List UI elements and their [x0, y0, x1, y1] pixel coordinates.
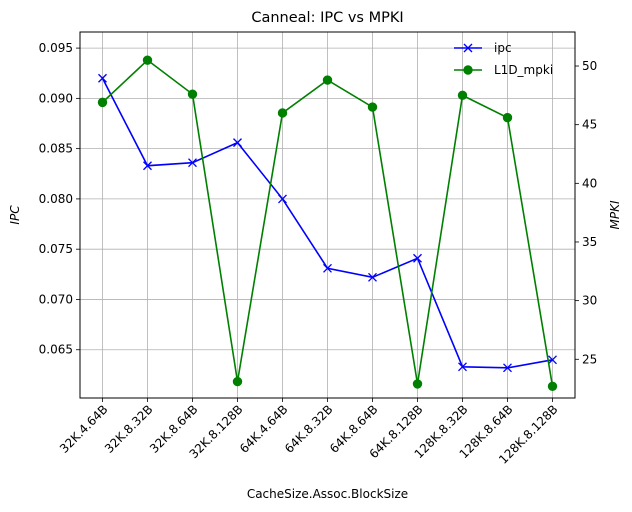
- right-axis: 25 30 35 40 45 50: [575, 59, 597, 366]
- legend-item-ipc: ipc: [454, 41, 512, 55]
- data-point-l1d-mpki: [277, 108, 288, 118]
- y-tick-label-left: 0.080: [39, 192, 73, 206]
- data-point-l1d-mpki: [547, 381, 558, 391]
- y-tick-label-left: 0.070: [39, 292, 73, 306]
- y-tick-label-right: 50: [582, 59, 597, 73]
- legend-label-l1d-mpki: L1D_mpki: [494, 63, 553, 77]
- data-point-ipc: [233, 138, 242, 148]
- y-tick-label-right: 40: [582, 176, 597, 190]
- series-layer: [97, 55, 558, 391]
- legend-marker-glyph: [463, 43, 473, 53]
- y-tick-label-left: 0.075: [39, 242, 73, 256]
- data-point-l1d-mpki: [142, 55, 153, 65]
- data-point-l1d-mpki: [187, 89, 198, 99]
- data-point-ipc: [458, 362, 467, 372]
- y-axis-label-right: MPKI: [608, 200, 622, 229]
- y-tick-label-left: 0.090: [39, 91, 73, 105]
- data-point-l1d-mpki: [412, 379, 423, 389]
- legend: ipc L1D_mpki: [454, 41, 553, 77]
- data-point-ipc: [323, 263, 332, 273]
- data-point-ipc: [143, 161, 152, 171]
- y-tick-label-left: 0.065: [39, 343, 73, 357]
- grid-layer: [80, 32, 575, 398]
- y-tick-label-right: 30: [582, 294, 597, 308]
- left-axis: 0.065 0.070 0.075 0.080 0.085 0.090 0.095: [39, 41, 80, 357]
- data-point-ipc: [188, 158, 197, 168]
- data-point-ipc: [548, 355, 557, 365]
- data-point-l1d-mpki: [457, 90, 468, 101]
- legend-label-ipc: ipc: [494, 41, 512, 55]
- y-tick-label-right: 45: [582, 118, 597, 132]
- legend-item-l1d-mpki: L1D_mpki: [454, 63, 553, 77]
- chart-title: Canneal: IPC vs MPKI: [251, 10, 403, 26]
- data-point-ipc: [98, 73, 107, 83]
- legend-marker-ipc: [463, 43, 473, 53]
- x-axis: 32K.4.64B32K.8.32B32K.8.64B32K.8.128B64K…: [57, 398, 561, 467]
- x-axis-label: CacheSize.Assoc.BlockSize: [247, 487, 408, 501]
- data-point-l1d-mpki: [322, 75, 333, 85]
- data-point-ipc: [278, 194, 287, 204]
- y-axis-label-left: IPC: [8, 205, 22, 225]
- data-point-ipc: [368, 272, 377, 282]
- data-point-ipc: [413, 253, 422, 263]
- legend-marker-l1d-mpki: [463, 65, 473, 75]
- data-point-l1d-mpki: [367, 102, 378, 112]
- data-point-l1d-mpki: [502, 112, 513, 123]
- y-tick-label-left: 0.085: [39, 142, 73, 156]
- y-tick-label-right: 35: [582, 235, 597, 249]
- y-tick-label-left: 0.095: [39, 41, 73, 55]
- data-point-l1d-mpki: [97, 97, 108, 108]
- data-point-l1d-mpki: [232, 376, 243, 387]
- data-point-ipc: [503, 363, 512, 373]
- y-tick-label-right: 25: [582, 352, 597, 366]
- legend-marker-glyph: [463, 65, 473, 75]
